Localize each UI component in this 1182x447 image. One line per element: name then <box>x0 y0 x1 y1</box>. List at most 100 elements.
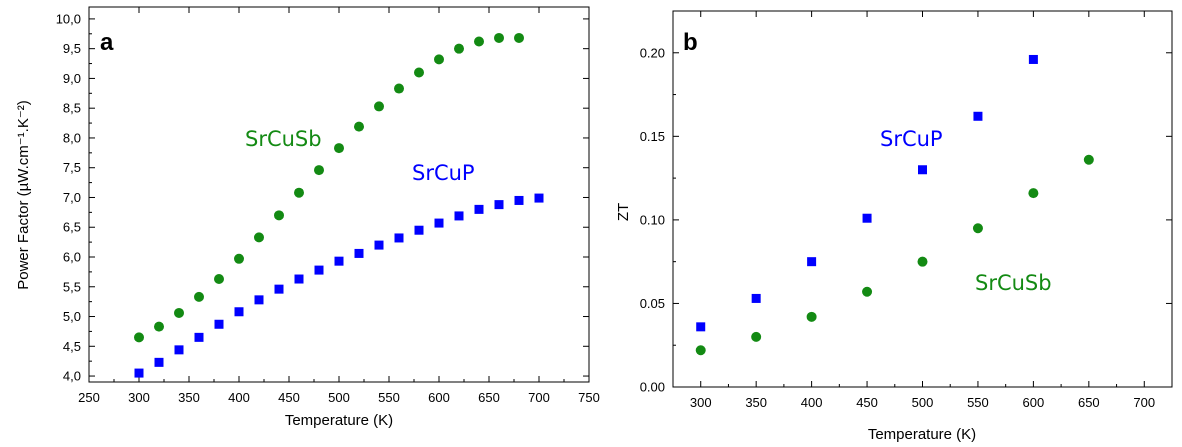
srcusb-circle-point <box>514 32 524 43</box>
srcusb-circle-point <box>274 210 284 221</box>
y-tick-label: 0.05 <box>640 296 665 311</box>
panel-b-y-axis-label: ZT <box>615 203 632 221</box>
srcup-square-point <box>254 295 264 305</box>
x-tick-label: 500 <box>912 395 934 410</box>
srcup-square-point <box>294 274 304 284</box>
srcup-square-point <box>696 322 706 332</box>
srcup-square-point <box>334 256 344 266</box>
srcusb-circle-point <box>374 101 384 112</box>
srcusb-circle-point <box>214 274 224 285</box>
srcup-square-point <box>751 293 761 303</box>
srcusb-circle-point <box>917 256 928 267</box>
srcusb-circle-point <box>862 286 873 297</box>
y-tick-label: 5,0 <box>63 309 81 324</box>
srcusb-circle-point <box>1028 188 1039 199</box>
srcusb-circle-point <box>294 187 304 198</box>
srcup-square-point <box>434 218 444 228</box>
srcup-square-point <box>807 257 817 267</box>
srcusb-circle-point <box>695 345 706 356</box>
srcusb-circle-point <box>751 331 762 342</box>
y-tick-label: 5,5 <box>63 279 81 294</box>
srcusb-circle-point <box>474 36 484 47</box>
panel-b-srcup-label: SrCuP <box>880 127 943 151</box>
x-tick-label: 400 <box>801 395 823 410</box>
y-tick-label: 8,5 <box>63 101 81 116</box>
panel-b-marks <box>695 54 1094 356</box>
y-tick-label: 4,5 <box>63 339 81 354</box>
srcup-square-point <box>918 165 927 175</box>
y-tick-label: 0.00 <box>640 380 665 395</box>
x-tick-label: 300 <box>128 390 150 405</box>
srcusb-circle-point <box>394 83 404 94</box>
srcup-square-point <box>194 332 204 342</box>
y-tick-label: 0.15 <box>640 129 665 144</box>
srcup-square-point <box>494 200 504 210</box>
srcusb-circle-point <box>154 321 164 332</box>
x-tick-label: 600 <box>1023 395 1045 410</box>
srcusb-circle-point <box>354 121 364 132</box>
srcup-square-point <box>154 357 164 367</box>
srcusb-circle-point <box>434 54 444 65</box>
srcup-square-point <box>134 368 144 378</box>
srcusb-circle-point <box>494 32 504 43</box>
y-tick-label: 0.10 <box>640 212 665 227</box>
x-tick-label: 250 <box>78 390 100 405</box>
panel-a-srcusb-label: SrCuSb <box>245 127 322 151</box>
x-tick-label: 600 <box>428 390 450 405</box>
srcusb-circle-point <box>314 165 324 176</box>
panel-a-x-axis-label: Temperature (K) <box>285 412 393 429</box>
panel-a-marks <box>134 32 544 378</box>
y-tick-label: 9,5 <box>63 41 81 56</box>
y-tick-label: 7,5 <box>63 160 81 175</box>
x-tick-label: 700 <box>528 390 550 405</box>
srcup-square-point <box>474 204 484 214</box>
srcup-square-point <box>314 265 324 275</box>
srcusb-circle-point <box>234 253 244 264</box>
srcup-square-point <box>1028 54 1038 64</box>
x-tick-label: 300 <box>690 395 712 410</box>
x-tick-label: 700 <box>1133 395 1155 410</box>
srcup-square-point <box>454 211 464 221</box>
srcusb-circle-point <box>414 67 424 78</box>
srcup-square-point <box>274 284 284 294</box>
panel-b-chart: 300 350 400 450 500 550 600 650 700 0.00 0.05 0.10 0… <box>615 10 1173 443</box>
panel-b-srcusb-label: SrCuSb <box>975 271 1052 295</box>
srcup-square-point <box>514 195 524 205</box>
panel-a-chart: 250 300 350 400 450 500 550 600 650 700 750 4,0 4,5 5… <box>15 6 600 429</box>
y-tick-label: 9,0 <box>63 71 81 86</box>
panel-a-axes: 250 300 350 400 450 500 550 600 650 700 750 4,0 4,5 5… <box>56 7 600 405</box>
srcusb-circle-point <box>972 223 983 234</box>
x-tick-label: 350 <box>178 390 200 405</box>
y-tick-label: 6,0 <box>63 250 81 265</box>
srcup-square-point <box>414 225 424 235</box>
srcup-square-point <box>374 240 384 250</box>
srcusb-circle-point <box>806 311 817 322</box>
x-tick-label: 650 <box>478 390 500 405</box>
x-tick-label: 450 <box>278 390 300 405</box>
x-tick-label: 550 <box>378 390 400 405</box>
panel-a-plot-frame <box>88 6 590 383</box>
x-tick-label: 450 <box>856 395 878 410</box>
srcusb-circle-point <box>174 307 184 318</box>
x-tick-label: 350 <box>745 395 767 410</box>
srcup-square-point <box>354 248 364 258</box>
srcusb-circle-point <box>1083 154 1094 165</box>
panel-b-label: b <box>683 29 698 56</box>
srcup-square-point <box>234 307 244 317</box>
y-tick-label: 10,0 <box>56 11 81 26</box>
x-tick-label: 400 <box>228 390 250 405</box>
srcusb-circle-point <box>334 143 344 154</box>
srcup-square-point <box>214 319 224 329</box>
panel-b-plot-frame <box>672 10 1173 388</box>
srcusb-circle-point <box>454 43 464 54</box>
panel-a-srcup-label: SrCuP <box>412 161 475 185</box>
panel-a-y-axis-label: Power Factor (µW.cm⁻¹.K⁻²) <box>15 100 32 290</box>
x-tick-label: 650 <box>1078 395 1100 410</box>
srcusb-circle-point <box>254 232 264 243</box>
srcup-square-point <box>174 345 184 355</box>
panel-b-axes: 300 350 400 450 500 550 600 650 700 0.00 0.05 0.10 0… <box>640 11 1172 410</box>
panel-a-label: a <box>100 29 114 56</box>
x-tick-label: 750 <box>578 390 600 405</box>
srcup-square-point <box>973 111 983 121</box>
